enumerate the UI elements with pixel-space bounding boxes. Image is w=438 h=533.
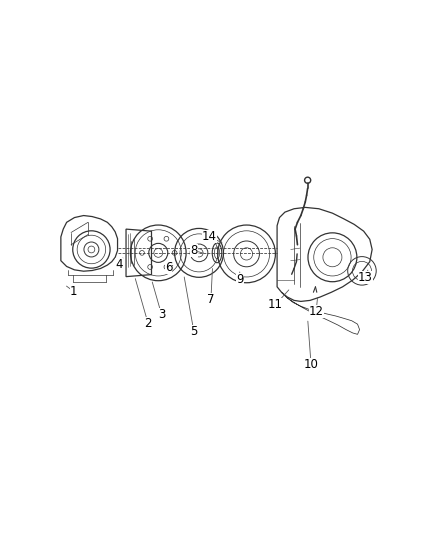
Text: 7: 7 [207,293,215,306]
Text: 6: 6 [165,261,172,274]
Text: 4: 4 [116,257,123,271]
Text: 5: 5 [190,326,198,338]
Text: 3: 3 [158,309,166,321]
Text: 2: 2 [145,317,152,330]
Text: 13: 13 [358,271,373,284]
Text: 14: 14 [202,230,217,244]
Text: 12: 12 [309,305,324,318]
Text: 1: 1 [70,285,77,298]
Text: 11: 11 [268,298,283,311]
Text: 10: 10 [304,358,318,371]
Text: 8: 8 [190,244,198,257]
Text: 9: 9 [236,273,244,286]
